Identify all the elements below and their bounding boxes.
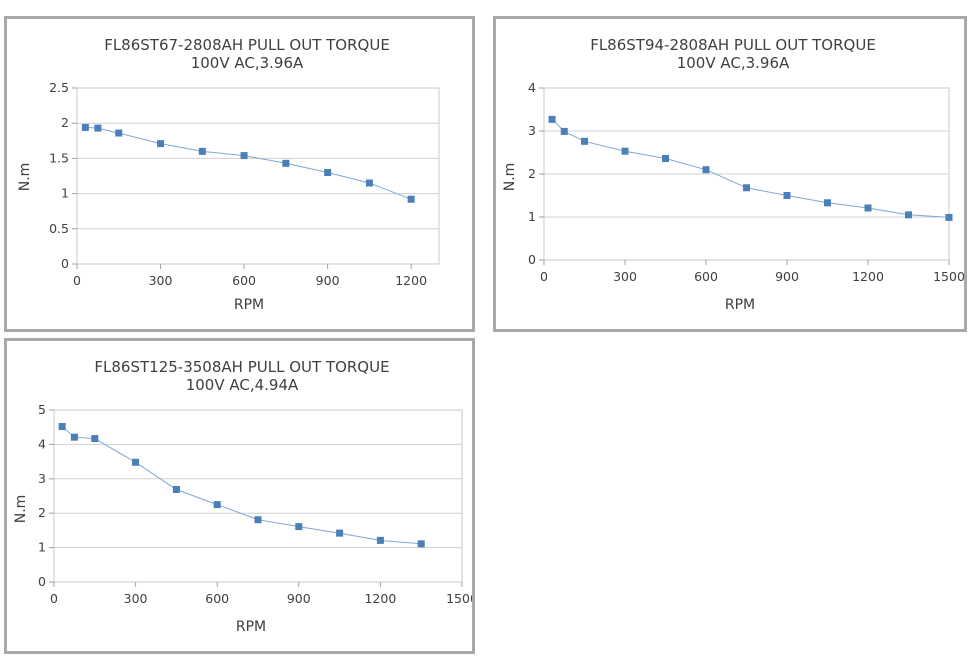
series-line [85,126,412,200]
y-tick-label: 1.5 [49,150,69,165]
x-tick-label: 600 [694,269,718,284]
y-tick-label: 1 [528,209,536,224]
x-axis-label: RPM [236,619,266,635]
chart-3: FL86ST125-3508AH PULL OUT TORQUE 100V AC… [13,358,472,635]
x-tick-label: 1500 [446,591,472,606]
data-point [94,124,102,132]
data-point [295,523,303,531]
data-point [198,147,206,155]
chart-subtitle: 100V AC,3.96A [191,54,304,72]
data-point [417,540,425,548]
y-tick-label: 2 [528,166,536,181]
data-point [282,159,290,167]
x-tick-label: 0 [540,269,548,284]
chart-title: FL86ST125-3508AH PULL OUT TORQUE [94,358,389,376]
y-tick-label: 2 [38,505,46,520]
data-point [58,423,66,431]
y-tick-label: 0 [528,252,536,267]
data-point [407,195,415,203]
y-tick-label: 0 [61,256,69,271]
data-point [621,147,629,155]
y-tick-label: 0.5 [49,221,69,236]
x-tick-label: 1500 [933,269,964,284]
x-tick-label: 900 [316,273,340,288]
data-point [324,168,332,176]
x-tick-label: 0 [73,273,81,288]
data-point [945,213,953,221]
chart-title: FL86ST94-2808AH PULL OUT TORQUE [590,36,876,54]
chart-panel-2: FL86ST94-2808AH PULL OUT TORQUE 100V AC,… [493,16,967,332]
data-point [560,127,568,135]
data-point [336,529,344,537]
chart-subtitle: 100V AC,4.94A [186,376,299,394]
data-point [91,435,99,443]
data-point [254,516,262,524]
x-tick-label: 1200 [395,273,427,288]
data-point [365,179,373,187]
plot-area [76,87,440,265]
x-tick-label: 900 [287,591,311,606]
y-tick-label: 5 [38,402,46,417]
data-point [213,501,221,509]
data-point [743,184,750,192]
data-point [157,140,165,148]
data-point [81,123,89,131]
data-point [240,152,248,160]
chart-2: FL86ST94-2808AH PULL OUT TORQUE 100V AC,… [502,36,964,313]
x-axis-label: RPM [725,297,755,313]
y-tick-label: 1 [38,540,46,555]
data-point [70,433,78,441]
x-tick-label: 300 [149,273,173,288]
x-axis-label: RPM [234,297,264,313]
data-point [662,155,669,163]
data-point [581,137,588,145]
x-tick-label: 600 [205,591,229,606]
data-point [783,192,791,199]
y-axis-label: N.m [502,163,518,192]
chart-subtitle: 100V AC,3.96A [677,54,790,72]
y-tick-label: 4 [528,80,536,95]
y-tick-label: 2.5 [49,80,69,95]
y-tick-label: 3 [528,123,536,138]
chart-panel-1: FL86ST67-2808AH PULL OUT TORQUE 100V AC,… [4,16,475,332]
x-tick-label: 0 [50,591,58,606]
data-point [376,536,384,544]
plot-area [53,409,463,583]
data-point [905,211,912,219]
chart-panel-3: FL86ST125-3508AH PULL OUT TORQUE 100V AC… [4,338,475,654]
y-axis-label: N.m [17,163,33,192]
x-tick-label: 300 [124,591,148,606]
y-tick-label: 3 [38,471,46,486]
data-point [548,115,556,123]
data-point [132,458,140,466]
y-tick-label: 1 [61,186,69,201]
data-point [115,129,123,137]
x-tick-label: 900 [775,269,799,284]
data-point [824,199,831,207]
x-tick-label: 1200 [364,591,396,606]
y-tick-label: 2 [61,115,69,130]
chart-title: FL86ST67-2808AH PULL OUT TORQUE [104,36,390,54]
x-tick-label: 600 [232,273,256,288]
x-tick-label: 1200 [852,269,884,284]
data-point [172,485,180,493]
data-point [702,166,710,174]
y-tick-label: 4 [38,436,46,451]
data-point [864,204,872,212]
y-axis-label: N.m [13,495,29,524]
series-line [551,119,950,218]
y-tick-label: 0 [38,574,46,589]
chart-1: FL86ST67-2808AH PULL OUT TORQUE 100V AC,… [17,36,440,313]
x-tick-label: 300 [613,269,637,284]
